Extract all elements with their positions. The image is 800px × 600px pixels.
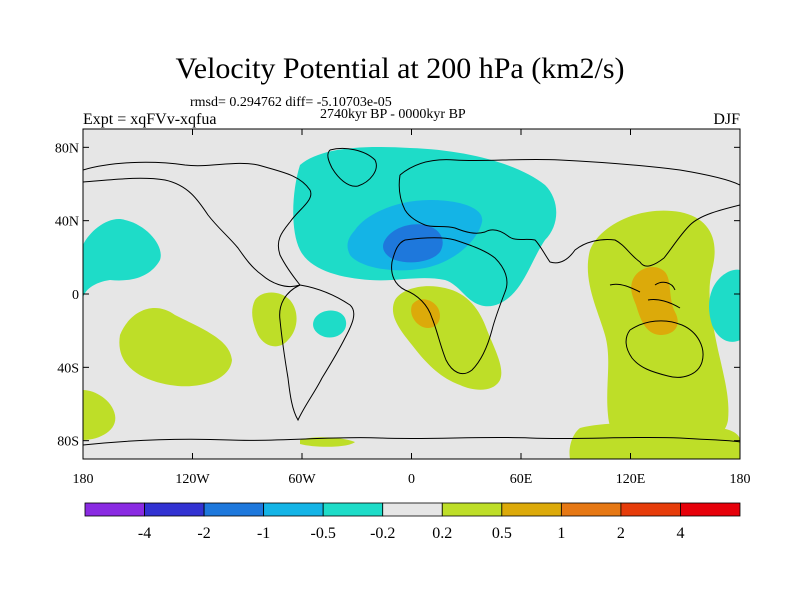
colorbar-segment xyxy=(620,502,681,517)
colorbar-segment xyxy=(144,502,205,517)
coastlines xyxy=(83,147,740,446)
colorbar-label: 2 xyxy=(617,525,625,542)
fill-east-pacific-negative xyxy=(313,310,347,338)
coast-indonesia xyxy=(609,281,681,309)
lon-tick-label: 120E xyxy=(616,472,646,487)
coast-antarctica xyxy=(83,436,740,446)
season-label: DJF xyxy=(713,111,740,128)
lat-tick-label: 40S xyxy=(57,361,79,376)
coast-australia xyxy=(625,320,704,378)
coast-greenland xyxy=(327,147,377,187)
period-label: 2740kyr BP - 0000kyr BP xyxy=(320,107,466,122)
colorbar-label: -1 xyxy=(257,525,270,542)
fill-south-pacific-positive xyxy=(119,307,232,387)
fill-maritime-continent-peak xyxy=(631,267,678,335)
colorbar-label: -2 xyxy=(197,525,210,542)
colorbar-segment xyxy=(84,502,145,517)
colorbar-segment xyxy=(322,502,384,517)
colorbar-label: 0.2 xyxy=(432,525,452,542)
fill-south-america-positive xyxy=(252,292,297,347)
colorbar-segment xyxy=(501,502,562,517)
colorbar-label: 1 xyxy=(557,525,565,542)
colorbar-segment xyxy=(263,502,324,517)
lon-tick-label: 180 xyxy=(73,472,94,487)
lon-tick-label: 60E xyxy=(510,472,533,487)
fill-north-pacific-negative xyxy=(83,219,161,300)
lat-tick-label: 80N xyxy=(55,141,79,156)
coast-europe-asia xyxy=(398,158,740,267)
fill-southwest-corner-positive xyxy=(83,390,116,440)
colorbar-segment xyxy=(441,502,503,517)
map-title: Velocity Potential at 200 hPa (km2/s) xyxy=(175,52,625,85)
lon-tick-label: 180 xyxy=(730,472,751,487)
lon-tick-label: 0 xyxy=(408,472,415,487)
lat-tick-label: 0 xyxy=(72,288,79,303)
colorbar-label: -0.2 xyxy=(370,525,395,542)
contour-fills xyxy=(83,146,740,459)
axis-layer: 80N 40N 0 40S 80S 180 120W 60W 0 60E 120E 180 xyxy=(55,129,751,487)
colorbar-segment xyxy=(203,502,265,517)
coast-north-america xyxy=(83,161,312,288)
colorbar-label: -0.5 xyxy=(311,525,336,542)
lat-tick-label: 40N xyxy=(55,215,79,230)
colorbar-segment xyxy=(560,502,622,517)
fill-antarctic-positive-a xyxy=(300,437,355,447)
colorbar-segment xyxy=(382,502,443,517)
fill-antarctic-positive-b xyxy=(569,422,740,459)
colorbar-label: 0.5 xyxy=(492,525,512,542)
rmsd-diff-stats: rmsd= 0.294762 diff= -5.10703e-05 xyxy=(190,95,392,110)
experiment-label: Expt = xqFVv-xqfua xyxy=(83,111,217,128)
fill-sahara-minimum xyxy=(383,224,443,263)
lat-tick-label: 80S xyxy=(57,435,79,450)
lon-tick-label: 60W xyxy=(288,472,316,487)
colorbar-label: 4 xyxy=(676,525,684,542)
colorbar-segment xyxy=(680,502,741,517)
colorbar-label: -4 xyxy=(138,525,151,542)
coast-south-america xyxy=(279,284,355,422)
coast-africa xyxy=(391,237,508,375)
fill-southeast-pacific-negative xyxy=(709,269,740,342)
lon-tick-label: 120W xyxy=(175,472,210,487)
colorbar: -4 -2 -1 -0.5 -0.2 0.2 0.5 1 2 4 xyxy=(84,502,741,542)
